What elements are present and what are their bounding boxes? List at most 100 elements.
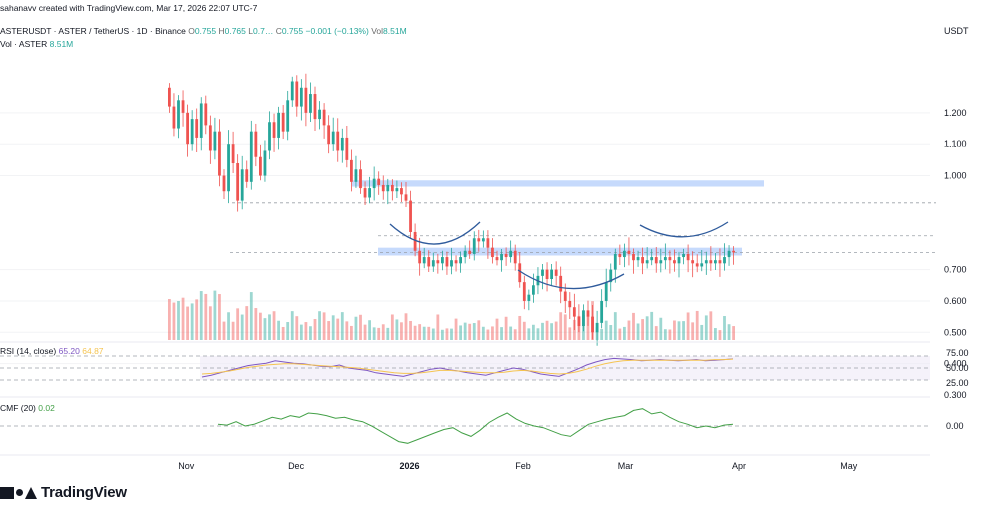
candle-body [172, 106, 176, 129]
vol-label: Vol [371, 26, 384, 36]
volume-bar [377, 327, 381, 340]
volume-bar [700, 324, 704, 340]
volume-bar [245, 306, 249, 340]
volume-bar [340, 312, 344, 340]
cmf-value: 0.02 [38, 403, 55, 413]
candle-body [295, 81, 299, 107]
candle-body [541, 269, 544, 276]
candle-body [263, 150, 267, 176]
volume-bar [527, 328, 531, 340]
volume-bar [436, 314, 440, 340]
rsi-value: 65.20 [58, 346, 80, 356]
price-tag-0755[interactable]: 0.755 [943, 194, 967, 204]
volume-bar [563, 314, 567, 340]
volume-bar [459, 325, 462, 340]
volume-legend-label: Vol · ASTER [0, 39, 48, 49]
volume-bar [195, 299, 199, 340]
candle-body [500, 253, 503, 261]
candle-body [277, 112, 280, 138]
price-tick-label: 0.300 [944, 390, 967, 400]
candle-body [695, 263, 699, 267]
volume-bar [641, 319, 644, 340]
candle-body [632, 253, 635, 261]
candle-body [572, 307, 576, 317]
tradingview-logo[interactable]: TradingView [0, 484, 127, 501]
time-tick-label: Nov [178, 461, 195, 471]
volume-bar [550, 323, 553, 340]
candle-body [409, 200, 412, 232]
candle-body [691, 260, 695, 264]
volume-bar [254, 308, 258, 340]
price-axis-ticks: 1.200 1.100 1.000 0.700 0.600 0.500 0.400 0.300… [944, 108, 969, 431]
volume-bar [381, 324, 385, 340]
candle-body [522, 282, 526, 301]
volume-bar [290, 311, 294, 340]
candle-body [299, 87, 303, 107]
time-tick-label: Feb [515, 461, 531, 471]
volume-bar [600, 329, 604, 340]
volume-bar [518, 315, 522, 340]
price-tag-0913[interactable]: 0.913 [943, 145, 967, 155]
time-axis-ticks: Nov Dec 2026 Feb Mar Apr May [178, 461, 857, 471]
candle-body [645, 260, 649, 264]
close-label: C [275, 26, 282, 36]
candle-body [254, 131, 258, 157]
resistance-zones [352, 180, 764, 256]
low-value: 0.7… [253, 26, 274, 36]
volume-bar [259, 312, 262, 340]
volume-bar [454, 318, 458, 340]
pattern-arc [517, 269, 625, 290]
candle-body [290, 81, 294, 101]
candle-body [272, 122, 276, 138]
candle-body [509, 250, 513, 258]
candle-body [636, 257, 640, 261]
volume-bar [331, 315, 335, 340]
candle-body [704, 260, 708, 264]
candle-body [195, 119, 199, 138]
volume-bar [354, 316, 358, 340]
vol-value: 8.51M [383, 26, 407, 36]
price-tag-0808[interactable]: 0.808 [943, 178, 967, 188]
candle-body [390, 184, 394, 192]
volume-bar [714, 328, 717, 340]
candle-body [481, 238, 485, 242]
volume-bar [227, 312, 230, 340]
volume-bar [186, 306, 189, 340]
price-tick-label: 0.600 [944, 296, 967, 306]
open-value: 0.755 [194, 26, 217, 36]
candle-body [386, 184, 390, 192]
volume-bar [390, 314, 394, 340]
rsi-tick-label: 75.00 [946, 348, 969, 358]
volume-bar [604, 320, 608, 340]
candle-body [445, 257, 449, 267]
candle-body [304, 87, 308, 113]
price-tick-label: 0.500 [944, 327, 967, 337]
candle-body [641, 257, 644, 264]
volume-bar [441, 329, 444, 340]
volume-bar [704, 315, 708, 340]
close-value: 0.755 [281, 26, 304, 36]
rsi-tick-label: 25.00 [946, 378, 969, 388]
volume-bar [445, 328, 449, 340]
volume-bar [368, 320, 371, 340]
volume-bar [177, 301, 180, 340]
volume-bar [536, 328, 540, 340]
candle-body [468, 250, 472, 254]
candle-body [586, 310, 590, 317]
candle-body [627, 250, 631, 254]
candle-body [563, 291, 567, 301]
candle-body [650, 257, 654, 261]
candle-body [673, 260, 676, 264]
candle-body [427, 257, 431, 267]
volume-legend-value: 8.51M [49, 39, 74, 49]
volume-bar [677, 321, 681, 340]
time-tick-label: May [840, 461, 858, 471]
volume-bar [636, 323, 640, 340]
volume-bar [277, 320, 280, 340]
price-tick-label: 1.100 [944, 139, 967, 149]
time-tick-label: Apr [732, 461, 746, 471]
candle-body [199, 103, 203, 138]
volume-bar [468, 323, 472, 340]
